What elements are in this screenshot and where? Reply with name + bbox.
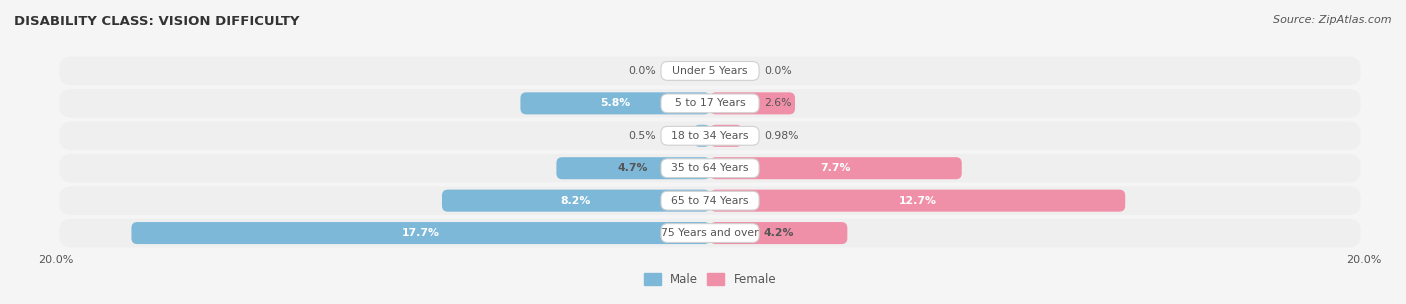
Text: DISABILITY CLASS: VISION DIFFICULTY: DISABILITY CLASS: VISION DIFFICULTY <box>14 15 299 28</box>
FancyBboxPatch shape <box>557 157 710 179</box>
Text: 0.98%: 0.98% <box>763 131 799 141</box>
Text: 65 to 74 Years: 65 to 74 Years <box>671 196 749 206</box>
FancyBboxPatch shape <box>59 154 1361 182</box>
FancyBboxPatch shape <box>710 92 794 114</box>
Text: 17.7%: 17.7% <box>402 228 440 238</box>
Text: 18 to 34 Years: 18 to 34 Years <box>671 131 749 141</box>
FancyBboxPatch shape <box>710 222 848 244</box>
Text: 8.2%: 8.2% <box>561 196 591 206</box>
Text: 35 to 64 Years: 35 to 64 Years <box>671 163 749 173</box>
FancyBboxPatch shape <box>59 186 1361 215</box>
Text: 0.0%: 0.0% <box>763 66 792 76</box>
Text: Source: ZipAtlas.com: Source: ZipAtlas.com <box>1274 15 1392 25</box>
FancyBboxPatch shape <box>693 125 710 147</box>
FancyBboxPatch shape <box>710 157 962 179</box>
FancyBboxPatch shape <box>661 224 759 243</box>
FancyBboxPatch shape <box>59 57 1361 85</box>
FancyBboxPatch shape <box>661 191 759 210</box>
Text: Under 5 Years: Under 5 Years <box>672 66 748 76</box>
Text: 5.8%: 5.8% <box>600 98 630 108</box>
Text: 4.2%: 4.2% <box>763 228 794 238</box>
FancyBboxPatch shape <box>59 219 1361 247</box>
FancyBboxPatch shape <box>710 125 742 147</box>
FancyBboxPatch shape <box>661 126 759 145</box>
Text: 7.7%: 7.7% <box>821 163 851 173</box>
FancyBboxPatch shape <box>441 190 710 212</box>
FancyBboxPatch shape <box>661 159 759 178</box>
FancyBboxPatch shape <box>520 92 710 114</box>
FancyBboxPatch shape <box>661 61 759 80</box>
Legend: Male, Female: Male, Female <box>644 273 776 286</box>
FancyBboxPatch shape <box>131 222 710 244</box>
Text: 5 to 17 Years: 5 to 17 Years <box>675 98 745 108</box>
Text: 0.5%: 0.5% <box>628 131 657 141</box>
Text: 0.0%: 0.0% <box>628 66 657 76</box>
FancyBboxPatch shape <box>59 122 1361 150</box>
FancyBboxPatch shape <box>59 89 1361 118</box>
FancyBboxPatch shape <box>661 94 759 113</box>
Text: 75 Years and over: 75 Years and over <box>661 228 759 238</box>
Text: 2.6%: 2.6% <box>763 98 792 108</box>
FancyBboxPatch shape <box>710 190 1125 212</box>
Text: 4.7%: 4.7% <box>619 163 648 173</box>
Text: 12.7%: 12.7% <box>898 196 936 206</box>
